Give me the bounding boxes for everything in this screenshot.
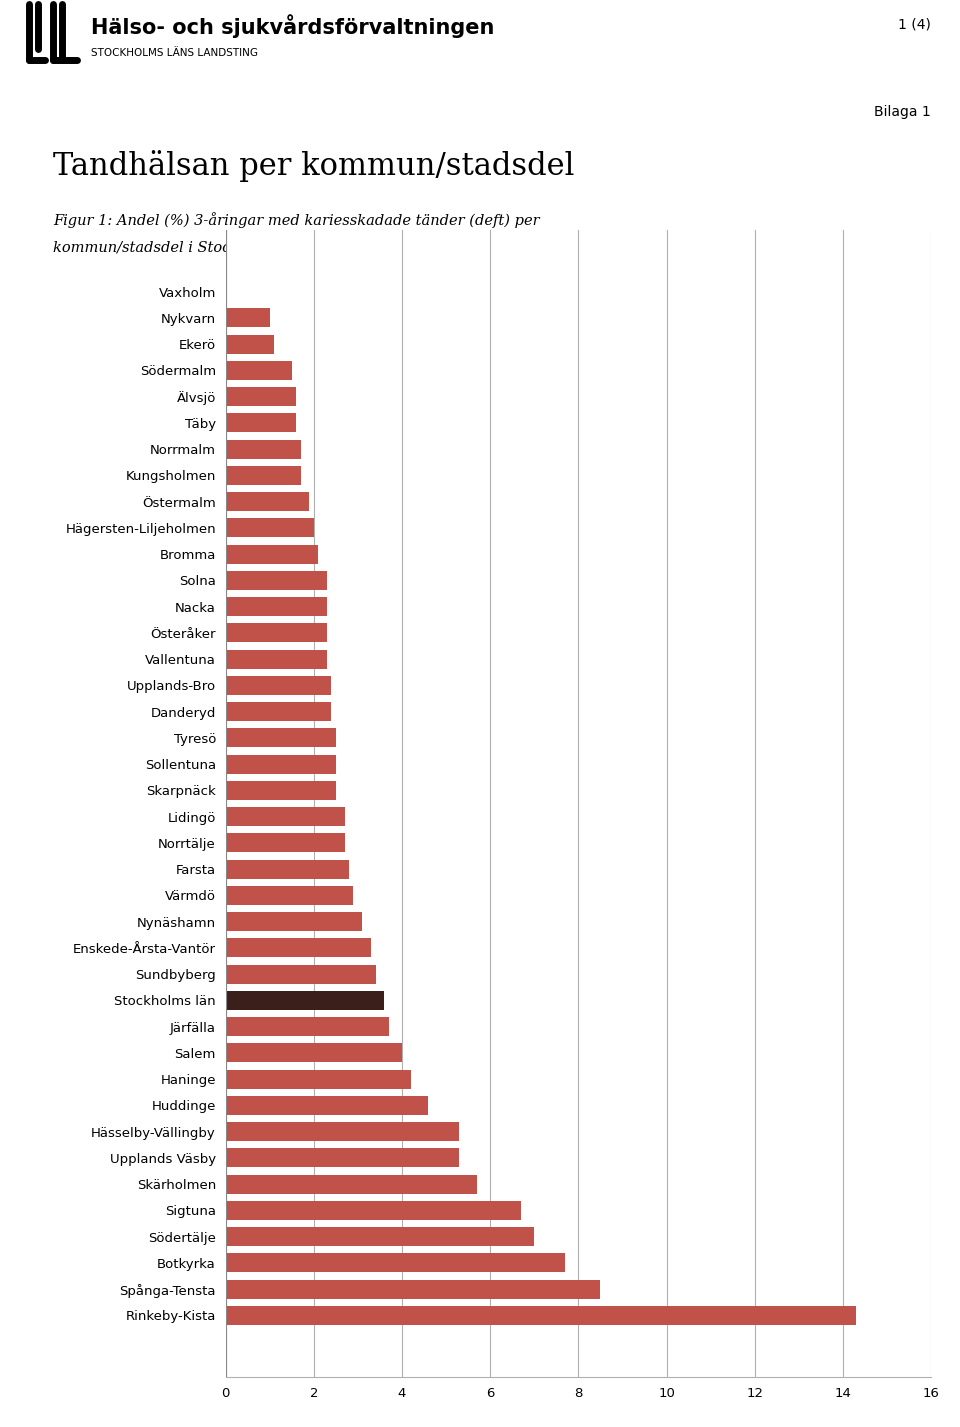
- Bar: [226, 1227, 535, 1246]
- Text: Hälso- och sjukvårdsförvaltningen: Hälso- och sjukvårdsförvaltningen: [91, 14, 494, 39]
- Bar: [226, 596, 327, 616]
- Bar: [226, 886, 353, 905]
- Bar: [226, 859, 349, 879]
- Bar: [226, 939, 372, 958]
- Bar: [226, 912, 362, 930]
- Bar: [226, 1306, 856, 1324]
- Bar: [226, 755, 336, 773]
- Text: Bilaga 1: Bilaga 1: [875, 106, 931, 118]
- Bar: [226, 1280, 600, 1299]
- Bar: [226, 387, 296, 407]
- Bar: [226, 1043, 402, 1062]
- Bar: [226, 833, 345, 852]
- Bar: [226, 965, 375, 983]
- Bar: [226, 1096, 428, 1114]
- Text: Figur 1: Andel (%) 3-åringar med kariesskadade tänder (deft) per: Figur 1: Andel (%) 3-åringar med kariess…: [53, 213, 540, 228]
- Bar: [226, 1122, 459, 1142]
- Bar: [226, 1070, 411, 1089]
- Bar: [226, 1253, 565, 1273]
- Bar: [226, 990, 384, 1010]
- Bar: [226, 308, 270, 327]
- Text: kommun/stadsdel i Stockholms stad 2013: kommun/stadsdel i Stockholms stad 2013: [53, 241, 361, 255]
- Bar: [226, 624, 327, 642]
- Text: 1 (4): 1 (4): [899, 17, 931, 31]
- Bar: [226, 361, 292, 380]
- Bar: [226, 702, 331, 721]
- Bar: [226, 1017, 389, 1036]
- Bar: [226, 492, 309, 511]
- Bar: [226, 1202, 521, 1220]
- Bar: [226, 1174, 477, 1193]
- Bar: [226, 1149, 459, 1167]
- Bar: [226, 465, 300, 485]
- Bar: [226, 649, 327, 669]
- Bar: [226, 545, 318, 564]
- Text: Tandhälsan per kommun/stadsdel: Tandhälsan per kommun/stadsdel: [53, 150, 574, 183]
- Bar: [226, 808, 345, 826]
- Bar: [226, 728, 336, 748]
- Bar: [226, 518, 314, 538]
- Bar: [226, 781, 336, 799]
- Bar: [226, 571, 327, 589]
- Bar: [226, 440, 300, 458]
- Text: STOCKHOLMS LÄNS LANDSTING: STOCKHOLMS LÄNS LANDSTING: [91, 47, 258, 57]
- Bar: [226, 335, 275, 354]
- Bar: [226, 676, 331, 695]
- Bar: [226, 414, 296, 432]
